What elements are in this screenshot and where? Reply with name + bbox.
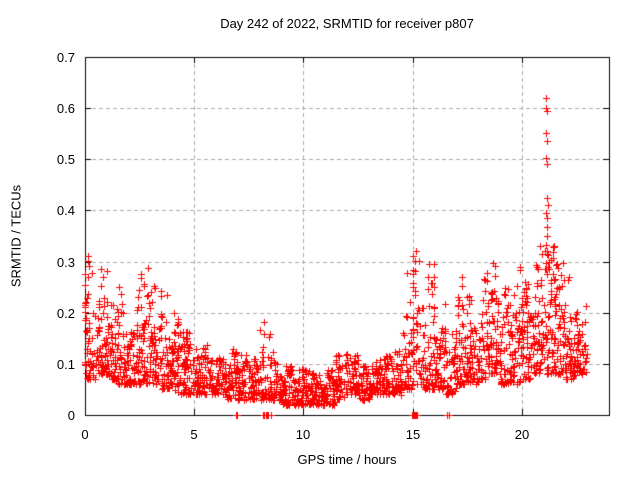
x-tick-label: 10 [295,427,311,442]
chart-title: Day 242 of 2022, SRMTID for receiver p80… [220,16,474,31]
y-tick-label: 0.6 [56,101,75,116]
x-tick-label: 20 [514,427,530,442]
y-tick-label: 0.2 [56,306,75,321]
y-tick-label: 0.3 [56,255,75,270]
y-tick-label: 0.7 [56,50,75,65]
y-tick-label: 0.5 [56,152,75,167]
y-tick-label: 0 [67,408,75,423]
x-axis-label: GPS time / hours [297,452,397,467]
x-tick-label: 15 [405,427,421,442]
x-tick-label: 5 [190,427,198,442]
y-tick-label: 0.4 [56,203,75,218]
y-tick-label: 0.1 [56,357,75,372]
x-tick-label: 0 [81,427,89,442]
y-axis-label: SRMTID / TECUs [8,184,24,288]
